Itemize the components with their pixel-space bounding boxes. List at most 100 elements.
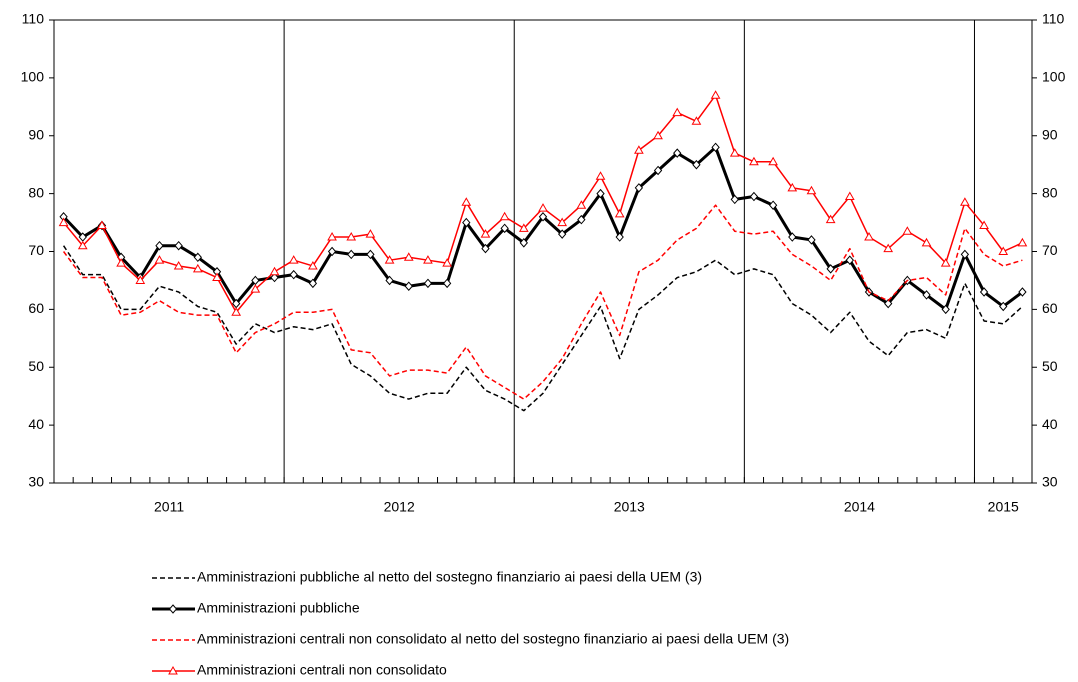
point-marker bbox=[519, 238, 528, 248]
point-marker bbox=[365, 229, 376, 238]
point-marker bbox=[940, 258, 951, 267]
point-marker bbox=[692, 159, 701, 170]
point-marker bbox=[403, 252, 414, 261]
point-marker bbox=[173, 260, 184, 270]
point-marker bbox=[308, 278, 318, 289]
point-marker bbox=[768, 200, 778, 210]
point-marker bbox=[538, 203, 548, 212]
point-marker bbox=[480, 229, 491, 238]
point-marker bbox=[154, 255, 165, 264]
point-marker bbox=[499, 211, 510, 221]
point-marker bbox=[346, 232, 357, 241]
y-tick-label: 110 bbox=[22, 11, 45, 27]
y2-tick-label: 70 bbox=[1042, 242, 1058, 258]
point-marker bbox=[404, 281, 413, 291]
point-marker bbox=[711, 142, 720, 153]
point-marker bbox=[710, 90, 721, 99]
point-marker bbox=[634, 145, 644, 154]
point-marker bbox=[673, 148, 682, 158]
point-marker bbox=[749, 191, 759, 202]
point-marker bbox=[653, 130, 663, 140]
point-marker bbox=[289, 269, 298, 280]
point-marker bbox=[442, 258, 452, 267]
point-marker bbox=[577, 214, 586, 225]
point-marker bbox=[864, 232, 874, 241]
point-marker bbox=[883, 243, 894, 253]
point-marker bbox=[576, 200, 587, 209]
point-marker bbox=[366, 249, 375, 260]
point-marker bbox=[634, 183, 644, 193]
point-marker bbox=[135, 275, 146, 284]
point-marker bbox=[615, 232, 624, 242]
x-group-label: 2011 bbox=[154, 499, 184, 515]
point-marker bbox=[250, 284, 261, 293]
point-marker bbox=[168, 665, 178, 675]
y-tick-label: 90 bbox=[28, 126, 44, 142]
y2-tick-label: 110 bbox=[1042, 11, 1065, 27]
point-marker bbox=[347, 249, 356, 260]
point-marker bbox=[999, 301, 1008, 312]
x-group-label: 2014 bbox=[844, 499, 875, 515]
point-marker bbox=[653, 165, 663, 176]
point-marker bbox=[231, 307, 242, 316]
point-marker bbox=[500, 223, 509, 234]
x-group-label: 2012 bbox=[384, 499, 415, 515]
point-marker bbox=[385, 275, 394, 286]
x-group-label: 2015 bbox=[988, 499, 1019, 515]
series-line bbox=[62, 204, 1023, 400]
point-marker bbox=[729, 148, 740, 157]
point-marker bbox=[844, 191, 855, 201]
point-marker bbox=[921, 237, 932, 247]
point-marker bbox=[807, 235, 816, 245]
point-marker bbox=[174, 240, 183, 251]
point-marker bbox=[481, 243, 490, 254]
y-tick-label: 80 bbox=[28, 184, 44, 200]
point-marker bbox=[557, 217, 568, 227]
y2-tick-label: 40 bbox=[1042, 416, 1058, 432]
point-marker bbox=[116, 258, 126, 267]
point-marker bbox=[787, 182, 798, 192]
y2-tick-label: 50 bbox=[1042, 358, 1058, 374]
point-marker bbox=[922, 290, 931, 300]
point-marker bbox=[998, 246, 1009, 255]
point-marker bbox=[960, 197, 970, 206]
point-marker bbox=[902, 226, 913, 235]
point-marker bbox=[672, 107, 683, 117]
point-marker bbox=[806, 185, 817, 195]
point-marker bbox=[77, 240, 88, 250]
point-marker bbox=[595, 171, 606, 180]
point-marker bbox=[749, 156, 759, 166]
y-tick-label: 40 bbox=[28, 416, 44, 432]
point-marker bbox=[384, 255, 395, 264]
point-marker bbox=[768, 156, 778, 166]
point-marker bbox=[826, 264, 835, 274]
point-marker bbox=[941, 304, 950, 315]
point-marker bbox=[788, 232, 797, 242]
point-marker bbox=[442, 278, 452, 289]
point-marker bbox=[596, 188, 605, 199]
point-marker bbox=[1017, 237, 1028, 247]
point-marker bbox=[884, 298, 893, 309]
point-marker bbox=[461, 197, 472, 206]
point-marker bbox=[614, 208, 625, 218]
point-marker bbox=[155, 240, 164, 251]
y2-tick-label: 100 bbox=[1042, 69, 1066, 85]
point-marker bbox=[960, 249, 970, 260]
point-marker bbox=[462, 217, 471, 228]
point-marker bbox=[423, 255, 433, 264]
y-tick-label: 30 bbox=[28, 474, 44, 490]
point-marker bbox=[97, 220, 107, 229]
y-tick-label: 70 bbox=[28, 242, 44, 258]
point-marker bbox=[327, 246, 337, 257]
point-marker bbox=[269, 266, 280, 276]
point-marker bbox=[825, 214, 836, 224]
point-marker bbox=[423, 278, 433, 289]
point-marker bbox=[979, 287, 989, 297]
y-tick-label: 60 bbox=[28, 300, 44, 316]
point-marker bbox=[270, 272, 279, 283]
point-marker bbox=[288, 255, 299, 264]
y2-tick-label: 60 bbox=[1042, 300, 1058, 316]
legend-label: Amministrazioni pubbliche al netto del s… bbox=[197, 569, 702, 585]
point-marker bbox=[212, 272, 222, 282]
